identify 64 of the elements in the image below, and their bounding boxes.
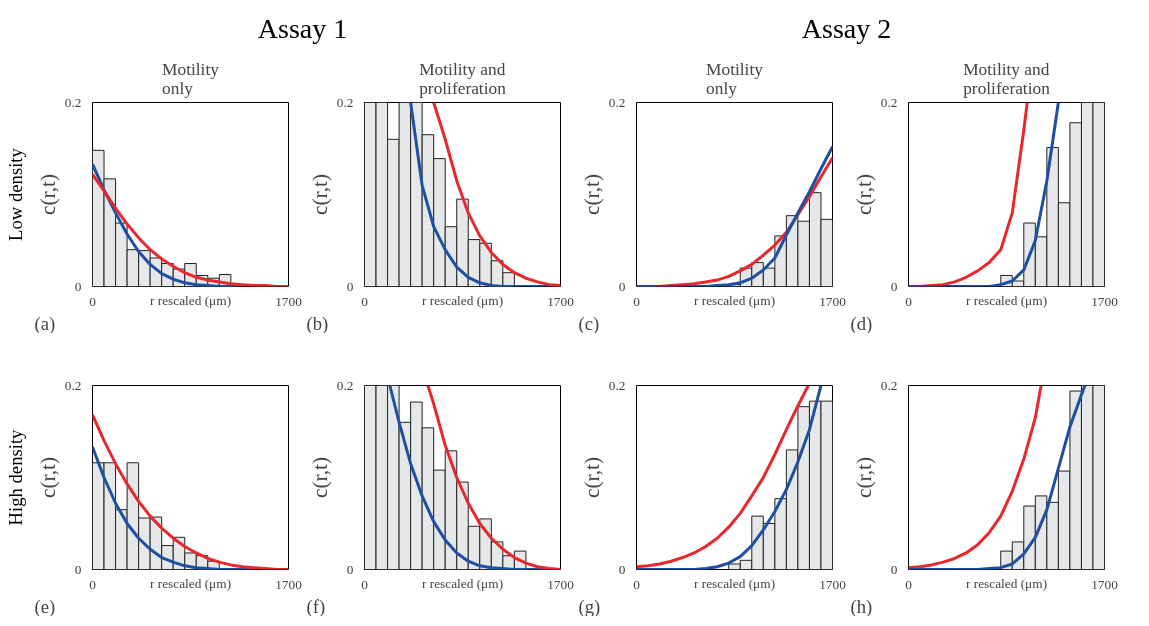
y-tick-label: 0 [346,561,354,577]
x-tick-label: 0 [905,293,913,309]
y-tick-label: 0 [890,278,898,294]
x-axis-title: r rescaled (μm) [693,292,776,308]
x-tick-label: 0 [361,576,369,592]
y-tick-label: 0 [890,561,898,577]
x-axis-title: r rescaled (μm) [965,575,1048,591]
x-tick-label: 0 [633,576,641,592]
x-tick-label: 1700 [1091,576,1119,592]
y-tick-label: 0.2 [880,94,898,110]
x-tick-label: 0 [361,293,369,309]
text: (h) [850,595,873,618]
y-axis-title: c(r,t) [307,173,332,216]
text: Assay 1 [257,12,348,44]
text: High density [5,428,26,526]
x-tick-label: 0 [633,293,641,309]
y-axis-title: c(r,t) [35,456,60,499]
text: (c) [578,312,600,335]
y-tick-label: 0.2 [336,377,354,393]
x-axis-title: r rescaled (μm) [421,575,504,591]
x-tick-label: 0 [905,576,913,592]
x-axis-title: r rescaled (μm) [965,292,1048,308]
y-axis-title: c(r,t) [35,173,60,216]
text: Low density [5,147,26,241]
x-axis-title: r rescaled (μm) [421,292,504,308]
y-axis-title: c(r,t) [307,456,332,499]
text: (b) [306,312,329,335]
chart-title: Motility only [162,59,220,98]
y-tick-label: 0 [346,278,354,294]
y-tick-label: 0.2 [336,94,354,110]
y-tick-label: 0 [618,278,626,294]
chart-title: Motility and proliferation [419,59,507,98]
x-axis-title: r rescaled (μm) [149,575,232,591]
y-tick-label: 0 [74,561,82,577]
y-tick-label: 0 [74,278,82,294]
x-tick-label: 1700 [275,576,303,592]
text: (d) [850,312,873,335]
y-tick-label: 0.2 [880,377,898,393]
y-axis-title: c(r,t) [579,173,604,216]
x-tick-label: 1700 [1091,293,1119,309]
y-axis-title: c(r,t) [851,456,876,499]
text: Assay 2 [801,12,892,44]
x-axis-title: r rescaled (μm) [149,292,232,308]
y-axis-title: c(r,t) [579,456,604,499]
x-axis-title: r rescaled (μm) [693,575,776,591]
x-tick-label: 0 [89,576,97,592]
chart-title: Motility and proliferation [963,59,1051,98]
y-tick-label: 0 [618,561,626,577]
y-tick-label: 0.2 [64,377,82,393]
x-tick-label: 0 [89,293,97,309]
x-tick-label: 1700 [547,293,575,309]
x-tick-label: 1700 [275,293,303,309]
text: (e) [34,595,56,618]
x-tick-label: 1700 [819,576,847,592]
y-tick-label: 0.2 [64,94,82,110]
y-tick-label: 0.2 [608,94,626,110]
y-axis-title: c(r,t) [851,173,876,216]
text: (g) [578,595,601,618]
text: (a) [34,312,56,335]
y-tick-label: 0.2 [608,377,626,393]
x-tick-label: 1700 [547,576,575,592]
x-tick-label: 1700 [819,293,847,309]
chart-title: Motility only [706,59,764,98]
text: (f) [306,595,326,618]
